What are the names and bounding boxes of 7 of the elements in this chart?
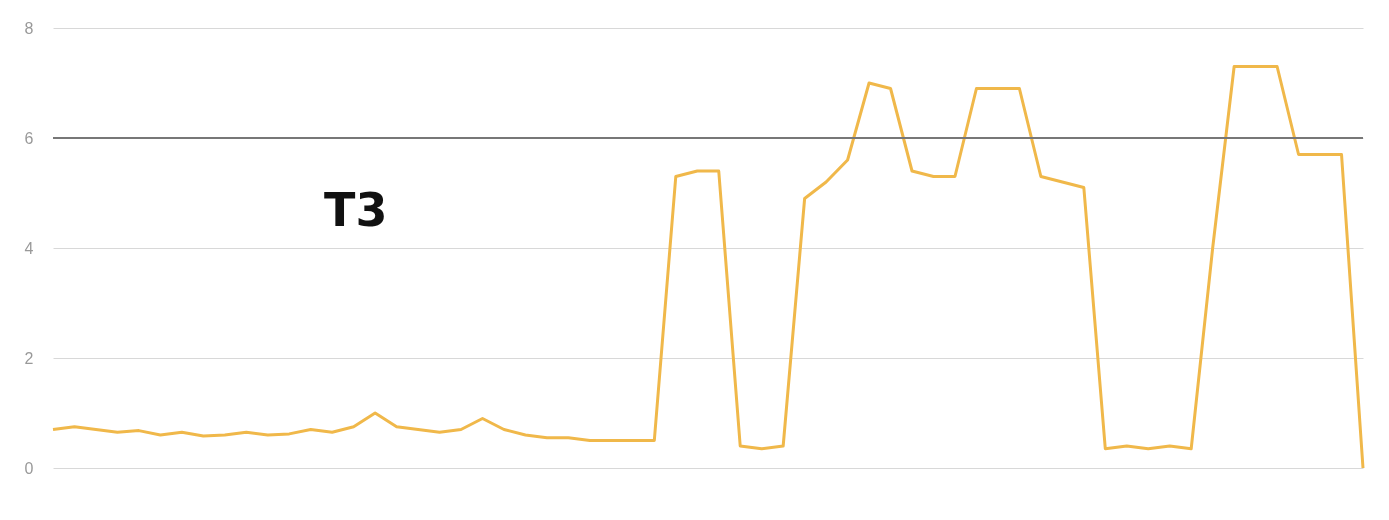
y-tick-label: 6 [24,129,34,147]
line-series [51,65,1365,470]
y-tick-label: 8 [24,19,34,37]
y-tick-label: 0 [24,459,34,477]
y-tick-label: 4 [24,239,34,257]
y-tick-label: 2 [24,349,34,367]
text: T3 [324,183,388,237]
